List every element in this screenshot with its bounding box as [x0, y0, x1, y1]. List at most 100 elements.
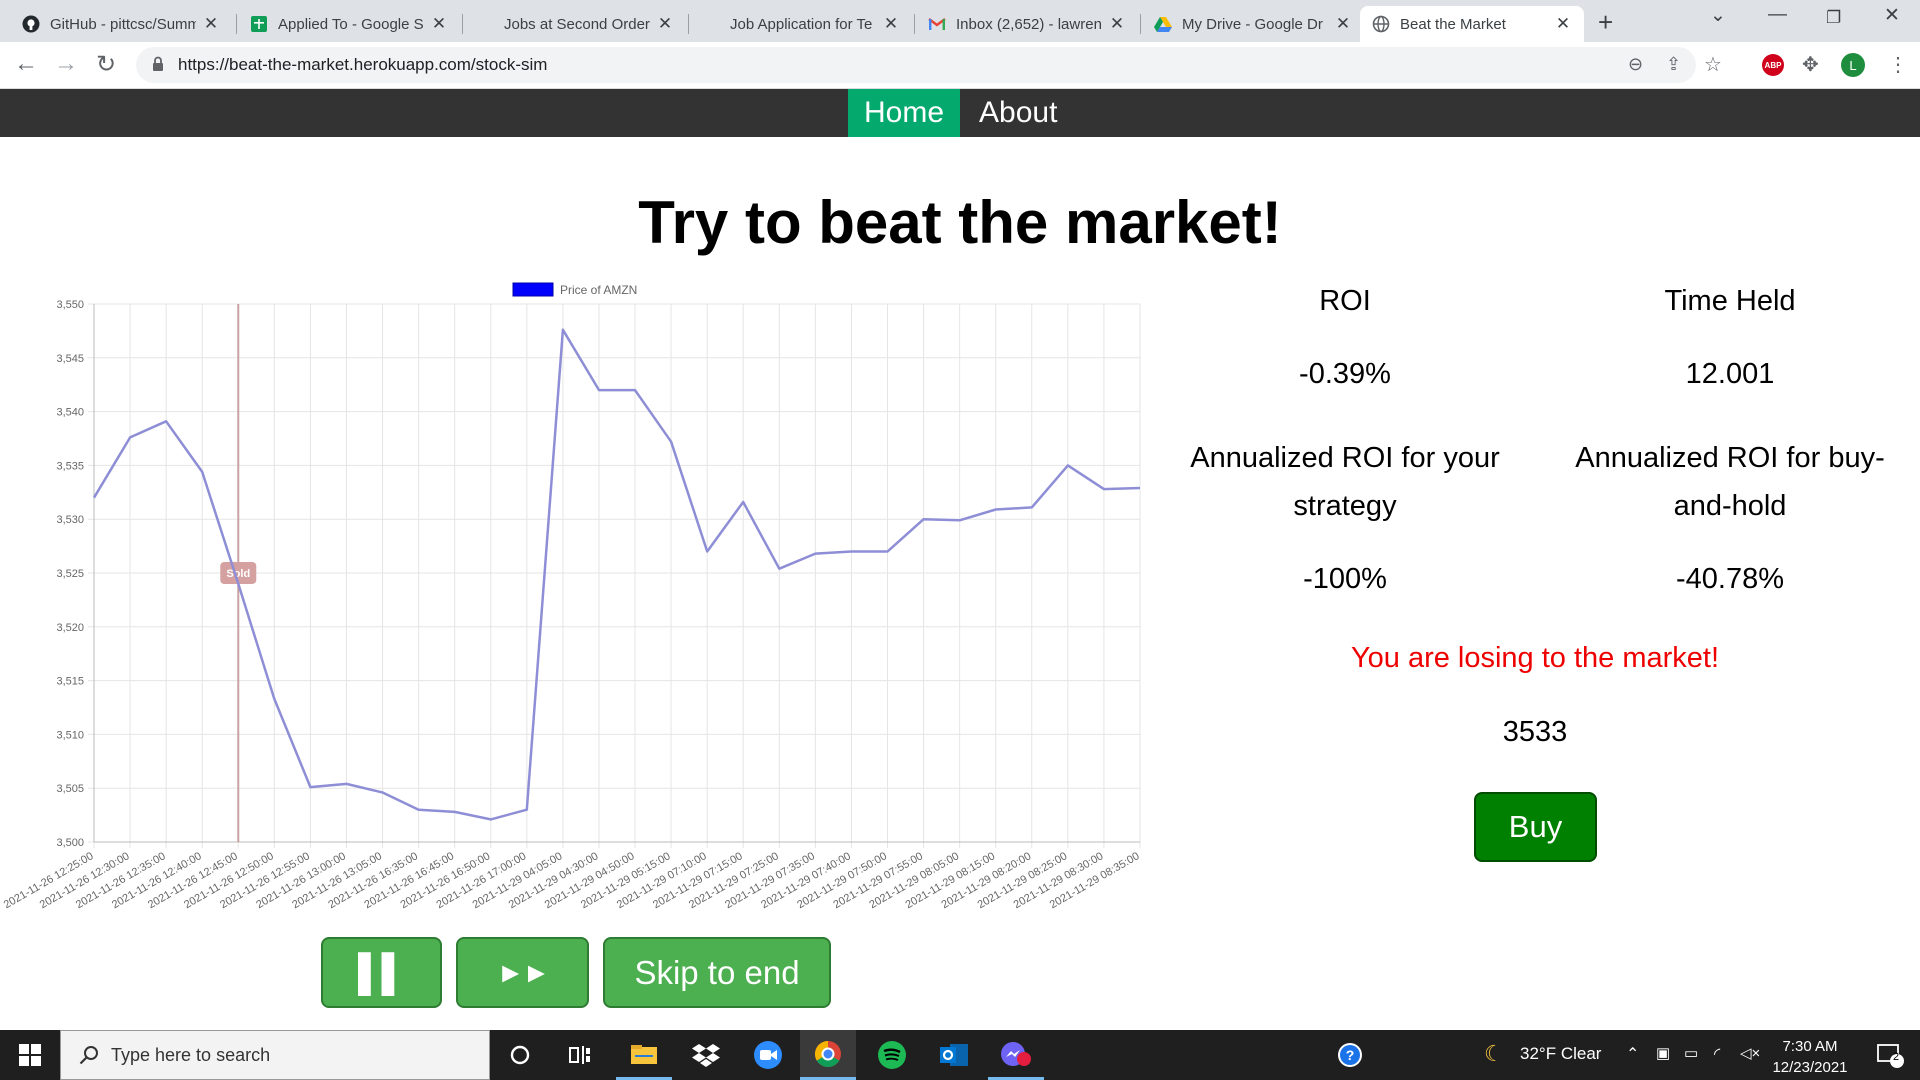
fast-forward-button[interactable]: ►►: [456, 937, 589, 1008]
close-icon[interactable]: ✕: [657, 14, 673, 33]
share-icon[interactable]: ⇪: [1666, 54, 1682, 74]
legend-label: Price of AMZN: [560, 283, 637, 297]
clock-date: 12/23/2021: [1772, 1059, 1848, 1076]
tab-second-order[interactable]: Jobs at Second Order ✕: [464, 6, 686, 42]
outlook-icon[interactable]: [926, 1030, 982, 1080]
nav-home[interactable]: Home: [848, 89, 961, 137]
annualized-strategy-label-line1: Annualized ROI for your: [1190, 442, 1500, 474]
show-hidden-icons-icon[interactable]: ⌃: [1626, 1046, 1640, 1063]
pause-button[interactable]: ▌▌: [321, 937, 442, 1008]
browser-tab-strip: GitHub - pittcsc/Summ ✕ Applied To - Goo…: [0, 0, 1920, 42]
browser-toolbar: ← → ↻ https://beat-the-market.herokuapp.…: [0, 42, 1920, 89]
annualized-hold-label-line1: Annualized ROI for buy-: [1575, 442, 1885, 474]
volume-muted-icon[interactable]: ◁×: [1740, 1045, 1761, 1062]
close-icon[interactable]: ✕: [883, 14, 899, 33]
tab-title: Job Application for Te: [730, 15, 873, 33]
y-tick-label: 3,500: [56, 837, 84, 849]
file-explorer-icon[interactable]: [616, 1030, 672, 1080]
reload-icon[interactable]: ↻: [96, 51, 117, 78]
y-tick-label: 3,510: [56, 729, 84, 741]
close-icon[interactable]: ✕: [1109, 14, 1125, 33]
adblock-plus-icon[interactable]: ABP: [1762, 54, 1784, 76]
annualized-hold-value: -40.78%: [1675, 563, 1784, 595]
y-tick-label: 3,545: [56, 353, 84, 365]
nav-about[interactable]: About: [979, 96, 1058, 129]
tab-title: Inbox (2,652) - lawren: [956, 15, 1102, 33]
github-icon: [22, 15, 40, 33]
notification-count: 2: [1893, 1051, 1900, 1063]
menu-kebab-icon[interactable]: ⋮: [1888, 54, 1908, 76]
close-icon[interactable]: ✕: [431, 14, 447, 33]
notifications-icon[interactable]: 2: [1862, 1030, 1918, 1080]
tab-google-drive[interactable]: My Drive - Google Dr ✕: [1142, 6, 1364, 42]
tab-title: Beat the Market: [1400, 15, 1506, 33]
roi-value: -0.39%: [1299, 358, 1391, 390]
sold-marker-badge: [220, 562, 257, 584]
zoom-app-icon[interactable]: [740, 1030, 796, 1080]
close-icon[interactable]: ✕: [203, 14, 219, 33]
gmail-icon: [928, 15, 946, 33]
price-chart: 3,500 3,505 3,510 3,515 3,520 3,525 3,530 3,535…: [2, 282, 1142, 911]
messenger-icon[interactable]: [988, 1030, 1044, 1080]
legend-swatch: [512, 282, 554, 297]
tab-beat-the-market[interactable]: Beat the Market ✕: [1360, 6, 1584, 42]
status-message: You are losing to the market!: [1350, 642, 1720, 674]
chevron-down-icon[interactable]: ⌄: [1710, 5, 1726, 26]
time-held-value: 12.001: [1685, 358, 1775, 390]
current-price: 3533: [1502, 716, 1568, 748]
series-line-amzn: [92, 328, 1141, 821]
bookmark-star-icon[interactable]: ☆: [1704, 54, 1722, 76]
buy-button[interactable]: Buy: [1474, 792, 1597, 862]
annualized-strategy-label-line2: strategy: [1293, 490, 1397, 522]
restore-icon[interactable]: ❐: [1826, 8, 1842, 27]
dropbox-icon[interactable]: [678, 1030, 734, 1080]
skip-to-end-button[interactable]: Skip to end: [603, 937, 831, 1008]
help-icon[interactable]: ?: [1322, 1030, 1378, 1080]
address-bar[interactable]: https://beat-the-market.herokuapp.com/st…: [136, 47, 1722, 83]
roi-label: ROI: [1319, 285, 1371, 317]
spotify-icon[interactable]: [864, 1030, 920, 1080]
y-tick-label: 3,530: [56, 514, 84, 526]
weather-text[interactable]: 32°F Clear: [1520, 1044, 1602, 1063]
url-text: https://beat-the-market.herokuapp.com/st…: [178, 55, 548, 74]
y-tick-label: 3,525: [56, 568, 84, 580]
fast-forward-icon: ►►: [496, 956, 550, 988]
time-held-label: Time Held: [1664, 285, 1796, 317]
back-arrow-icon[interactable]: ←: [14, 50, 38, 77]
windows-start-icon[interactable]: [2, 1030, 58, 1080]
minimize-icon[interactable]: —: [1768, 4, 1787, 25]
tab-github[interactable]: GitHub - pittcsc/Summ ✕: [10, 6, 232, 42]
close-icon[interactable]: ✕: [1335, 14, 1351, 33]
y-tick-label: 3,550: [56, 299, 84, 311]
tab-title: Jobs at Second Order: [504, 15, 650, 33]
y-tick-label: 3,505: [56, 783, 84, 795]
y-tick-label: 3,515: [56, 676, 84, 688]
profile-avatar[interactable]: L: [1841, 53, 1865, 77]
blank-favicon-icon: [702, 15, 720, 33]
lock-icon: [153, 56, 163, 71]
close-icon[interactable]: ✕: [1555, 14, 1571, 33]
task-view-icon[interactable]: [552, 1030, 608, 1080]
tab-job-application[interactable]: Job Application for Te ✕: [690, 6, 912, 42]
wifi-icon[interactable]: ◜: [1714, 1046, 1721, 1063]
annualized-strategy-value: -100%: [1303, 563, 1387, 595]
svg-text:?: ?: [1346, 1047, 1355, 1063]
cortana-icon[interactable]: [492, 1030, 548, 1080]
forward-arrow-icon[interactable]: →: [54, 50, 78, 77]
extensions-puzzle-icon[interactable]: ✥: [1802, 54, 1819, 76]
taskbar-search[interactable]: Type here to search: [60, 1030, 490, 1080]
zoom-icon[interactable]: ⊖: [1628, 54, 1644, 74]
google-drive-icon: [1154, 15, 1172, 33]
weather-moon-icon: ☾: [1484, 1041, 1504, 1066]
window-close-icon[interactable]: ✕: [1884, 5, 1900, 26]
annualized-strategy-label: Annualized ROI for your strategy: [1160, 434, 1530, 530]
clock-time: 7:30 AM: [1782, 1038, 1838, 1055]
chrome-icon[interactable]: [800, 1030, 856, 1080]
battery-icon[interactable]: ▭: [1684, 1045, 1699, 1062]
tab-gmail[interactable]: Inbox (2,652) - lawren ✕: [916, 6, 1138, 42]
taskbar-clock[interactable]: 7:30 AM 12/23/2021: [1770, 1036, 1850, 1078]
tab-google-sheets[interactable]: Applied To - Google S ✕: [238, 6, 460, 42]
new-tab-icon[interactable]: +: [1598, 7, 1614, 37]
annualized-hold-label-line2: and-hold: [1673, 490, 1787, 522]
meet-now-icon[interactable]: ▣: [1656, 1045, 1671, 1062]
